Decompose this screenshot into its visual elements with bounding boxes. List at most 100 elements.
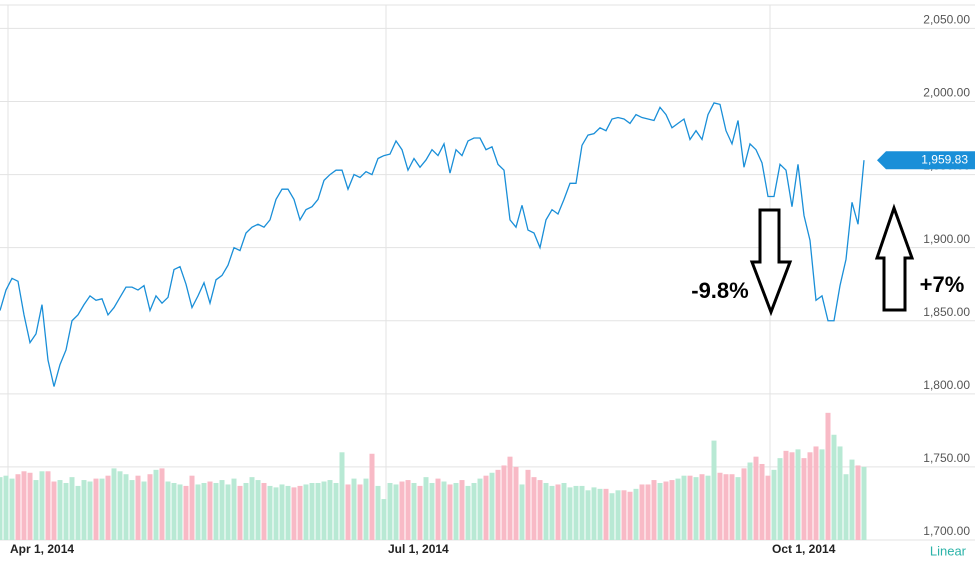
volume-bar <box>111 468 117 540</box>
volume-bar <box>177 484 183 540</box>
volume-bar <box>297 485 303 540</box>
volume-bar <box>573 485 579 540</box>
volume-bar <box>123 474 129 540</box>
y-tick-label: 1,700.00 <box>923 524 970 538</box>
y-tick-label: 1,750.00 <box>923 451 970 465</box>
volume-bar <box>567 487 573 540</box>
volume-bar <box>729 474 735 540</box>
volume-bar <box>201 482 207 540</box>
scale-label[interactable]: Linear <box>930 543 967 558</box>
volume-bar <box>267 485 273 540</box>
volume-bar <box>741 468 747 540</box>
volume-bar <box>69 477 75 540</box>
volume-bar <box>813 446 819 540</box>
volume-bar <box>393 484 399 540</box>
volume-bar <box>837 446 843 540</box>
volume-bar <box>693 477 699 540</box>
volume-bar <box>585 490 591 540</box>
volume-bar <box>333 482 339 540</box>
volume-bar <box>21 471 27 540</box>
volume-bar <box>291 487 297 540</box>
volume-bar <box>381 499 387 540</box>
volume-bar <box>633 488 639 540</box>
volume-bar <box>675 478 681 540</box>
volume-bar <box>135 475 141 540</box>
volume-bar <box>489 472 495 540</box>
volume-bar <box>261 482 267 540</box>
volume-bar <box>843 474 849 540</box>
volume-bar <box>651 480 657 540</box>
volume-bar <box>543 482 549 540</box>
volume-bar <box>771 469 777 540</box>
volume-bar <box>249 477 255 540</box>
x-tick-label: Apr 1, 2014 <box>10 542 74 556</box>
volume-bar <box>807 452 813 540</box>
volume-bar <box>285 485 291 540</box>
volume-bar <box>105 475 111 540</box>
volume-bar <box>495 469 501 540</box>
y-tick-label: 2,050.00 <box>923 13 970 27</box>
volume-bar <box>717 472 723 540</box>
volume-bar <box>345 484 351 540</box>
volume-bar <box>555 484 561 540</box>
volume-bar <box>801 458 807 540</box>
volume-bar <box>435 478 441 540</box>
volume-bars <box>0 412 867 540</box>
volume-bar <box>417 485 423 540</box>
volume-bar <box>561 482 567 540</box>
y-tick-label: 2,000.00 <box>923 86 970 100</box>
volume-bar <box>93 478 99 540</box>
volume-bar <box>591 487 597 540</box>
volume-bar <box>411 482 417 540</box>
price: 1,959.83 <box>0 102 975 387</box>
volume-bar <box>225 484 231 540</box>
volume-bar <box>609 493 615 540</box>
volume-bar <box>777 458 783 540</box>
volume-bar <box>81 480 87 540</box>
volume-bar <box>711 440 717 540</box>
volume-bar <box>687 475 693 540</box>
volume-bar <box>315 482 321 540</box>
volume-bar <box>621 490 627 540</box>
volume-bar <box>471 482 477 540</box>
volume-bar <box>783 450 789 540</box>
volume-bar <box>153 469 159 540</box>
volume-bar <box>753 456 759 540</box>
last-price-label: 1,959.83 <box>921 152 968 166</box>
volume-bar <box>39 471 45 540</box>
volume-bar <box>789 452 795 540</box>
volume-bar <box>147 474 153 540</box>
volume-bar <box>273 487 279 540</box>
volume-bar <box>831 434 837 540</box>
last-price-flag <box>877 151 975 170</box>
volume-bar <box>3 475 9 540</box>
price-line <box>0 102 865 387</box>
up-arrow <box>874 203 915 312</box>
volume-bar <box>339 452 345 540</box>
volume-bar <box>477 478 483 540</box>
volume-bar <box>231 478 237 540</box>
volume-bar <box>663 481 669 540</box>
volume-bar <box>33 480 39 540</box>
volume-bar <box>183 485 189 540</box>
volume-bar <box>855 465 861 540</box>
volume-bar <box>459 480 465 540</box>
volume-bar <box>549 485 555 540</box>
volume-bar <box>423 477 429 540</box>
volume-bar <box>165 481 171 540</box>
volume-bar <box>0 477 3 540</box>
volume-bar <box>681 475 687 540</box>
volume-bar <box>351 478 357 540</box>
y-tick-label: 1,850.00 <box>923 305 970 319</box>
volume-bar <box>369 453 375 540</box>
volume-bar <box>321 481 327 540</box>
volume-bar <box>159 468 165 540</box>
volume-bar <box>669 480 675 540</box>
x-tick-label: Jul 1, 2014 <box>388 542 449 556</box>
volume-bar <box>849 459 855 540</box>
annotation: +7% <box>920 272 965 297</box>
volume-bar <box>639 484 645 540</box>
volume-bar <box>597 488 603 540</box>
volume-bar <box>453 482 459 540</box>
